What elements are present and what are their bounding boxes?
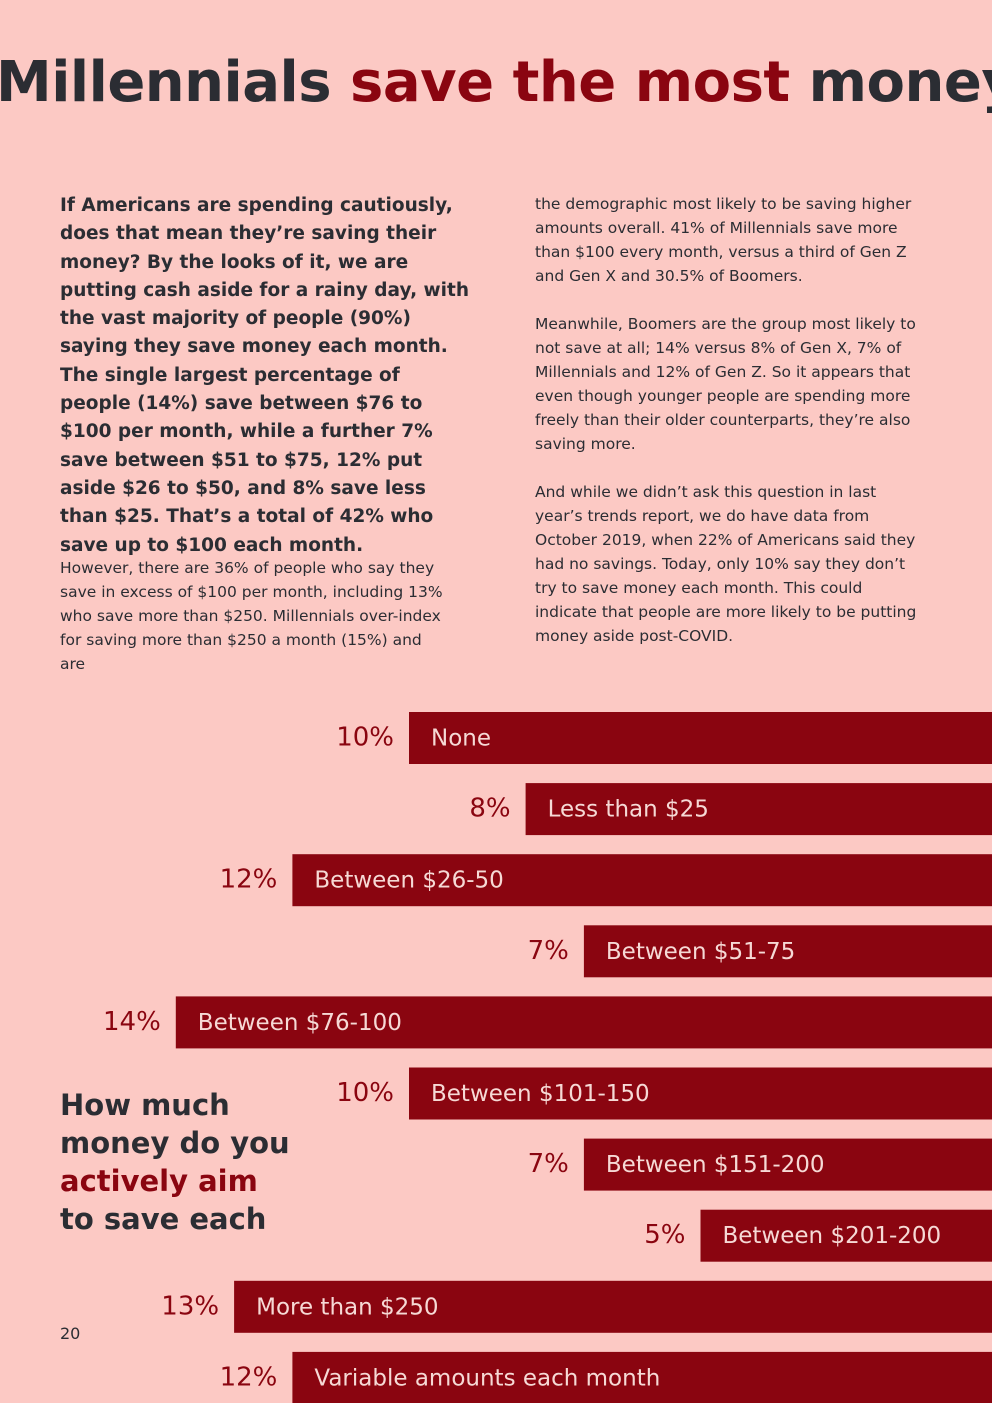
bar-value-label: 12% [220,865,278,895]
bar [175,996,992,1049]
bar-category-label: More than $250 [256,1294,438,1320]
bar [700,1209,992,1262]
bar-value-label: 5% [644,1220,685,1250]
title-part: Millennials [0,50,351,115]
bar [525,783,992,836]
bar-value-label: 8% [469,794,510,824]
bar-value-label: 10% [336,1078,394,1108]
bar [409,712,992,764]
question-part: actively aim [60,1164,258,1198]
page-number: 20 [60,1324,81,1343]
bar-category-label: Between $51-75 [606,939,795,965]
bar-value-label: 7% [528,1149,569,1179]
right-column: the demographic most likely to be saving… [535,192,920,672]
lead-paragraph: If Americans are spending cautiously, do… [60,195,469,556]
bar-category-label: None [431,726,491,752]
bar [234,1280,992,1333]
title: Millennials save the most money [0,50,992,115]
paragraph: Meanwhile, Boomers are the group most li… [535,315,916,453]
chart: None 10% Less than $25 8% Between $26-50 12% B… [103,712,992,1403]
bar-category-label: Between $101-150 [431,1081,650,1107]
bar [583,925,992,978]
chart-question: How much money do you actively aim to sa… [60,1086,295,1238]
bar-value-label: 10% [336,723,394,753]
bar [409,1067,992,1120]
bar-value-label: 14% [103,1007,161,1037]
bar-category-label: Between $151-200 [606,1152,825,1178]
question-part: to save each [60,1202,267,1236]
bar-category-label: Between $76-100 [198,1010,402,1036]
bar-category-label: Between $26-50 [314,868,503,894]
title-part: save the most [350,50,790,115]
paragraph: And while we didn’t ask this question in… [535,483,917,645]
bar-value-label: 13% [161,1291,219,1321]
bar [292,1351,992,1403]
paragraph: the demographic most likely to be saving… [535,195,912,285]
question-part: How much money do you [60,1088,290,1160]
bar [583,1138,992,1191]
title-part: money [808,50,992,115]
bar-category-label: Less than $25 [548,797,709,823]
paragraph: However, there are 36% of people who say… [60,559,443,673]
bar [292,854,992,907]
bar-category-label: Variable amounts each month [314,1365,660,1391]
bar-value-label: 12% [220,1362,278,1392]
bar-category-label: Between $201-200 [723,1223,942,1249]
bar-value-label: 7% [528,936,569,966]
